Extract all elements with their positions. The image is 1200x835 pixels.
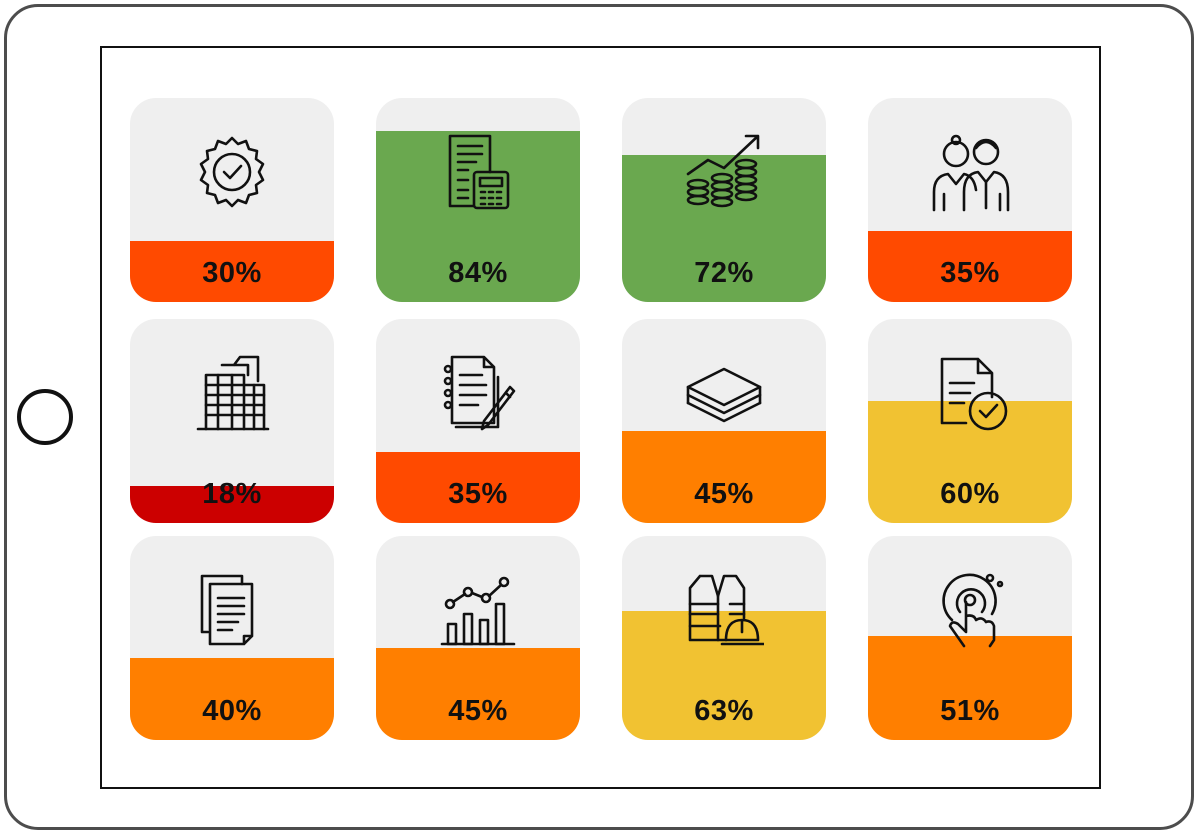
kpi-percent-label: 51% [940, 695, 1000, 727]
kpi-percent-label: 18% [202, 478, 262, 510]
kpi-fill-bar [130, 240, 334, 302]
kpi-tile-layers[interactable]: 45% [622, 319, 826, 523]
kpi-tile-documents[interactable]: 40% [130, 536, 334, 740]
coins-growth-icon [684, 132, 764, 212]
kpi-fill-bar [376, 648, 580, 740]
kpi-percent-label: 35% [448, 478, 508, 510]
kpi-fill-bar [622, 431, 826, 523]
safety-vest-helmet-icon [684, 570, 764, 650]
kpi-percent-label: 72% [694, 257, 754, 289]
office-building-icon [192, 353, 272, 433]
kpi-fill-bar [622, 611, 826, 740]
kpi-percent-label: 45% [694, 478, 754, 510]
touch-target-icon [930, 570, 1010, 650]
kpi-fill-bar [376, 451, 580, 523]
documents-copy-icon [192, 570, 272, 650]
kpi-fill-bar [622, 155, 826, 302]
kpi-tile-touch[interactable]: 51% [868, 536, 1072, 740]
bar-chart-growth-icon [438, 570, 518, 650]
business-team-icon [930, 132, 1010, 212]
kpi-fill-bar [868, 230, 1072, 302]
kpi-fill-bar [868, 400, 1072, 523]
layers-icon [684, 353, 764, 433]
kpi-percent-label: 35% [940, 257, 1000, 289]
kpi-fill-bar [868, 635, 1072, 740]
kpi-tile-building[interactable]: 18% [130, 319, 334, 523]
kpi-tile-chart[interactable]: 45% [376, 536, 580, 740]
kpi-fill-bar [130, 658, 334, 740]
document-approved-icon [930, 353, 1010, 433]
kpi-tile-notes[interactable]: 35% [376, 319, 580, 523]
tablet-screen: 30% 84% 72% [100, 46, 1101, 789]
kpi-tile-safety[interactable]: 63% [622, 536, 826, 740]
kpi-fill-bar [376, 130, 580, 302]
kpi-tile-accounting[interactable]: 84% [376, 98, 580, 302]
kpi-tile-team[interactable]: 35% [868, 98, 1072, 302]
kpi-percent-label: 40% [202, 695, 262, 727]
kpi-tile-coins-growth[interactable]: 72% [622, 98, 826, 302]
kpi-percent-label: 30% [202, 257, 262, 289]
kpi-tile-quality[interactable]: 30% [130, 98, 334, 302]
home-button[interactable] [17, 389, 73, 445]
kpi-percent-label: 84% [448, 257, 508, 289]
kpi-percent-label: 60% [940, 478, 1000, 510]
accounting-document-calculator-icon [438, 132, 518, 212]
kpi-fill-bar [130, 486, 334, 523]
quality-badge-icon [192, 132, 272, 212]
notepad-pen-icon [438, 353, 518, 433]
kpi-percent-label: 45% [448, 695, 508, 727]
kpi-percent-label: 63% [694, 695, 754, 727]
kpi-tile-approved[interactable]: 60% [868, 319, 1072, 523]
